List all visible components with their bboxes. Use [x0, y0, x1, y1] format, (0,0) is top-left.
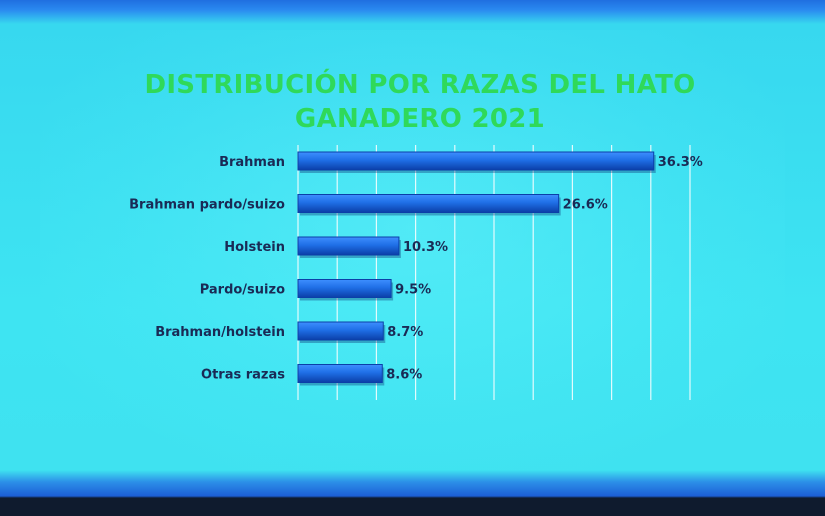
value-label: 8.7% — [387, 325, 423, 340]
bar-otras-razas — [297, 364, 383, 383]
gridlines — [297, 145, 691, 400]
value-label: 8.6% — [386, 368, 422, 383]
value-label: 9.5% — [395, 283, 431, 298]
chart-title-line-1: DISTRIBUCIÓN POR RAZAS DEL HATO — [144, 70, 696, 100]
category-label: Brahman pardo/suizo — [129, 198, 285, 213]
bar-brahman — [297, 151, 655, 171]
chart-title: DISTRIBUCIÓN POR RAZAS DEL HATO GANADERO… — [0, 68, 825, 136]
category-label: Otras razas — [201, 368, 285, 383]
bars: Brahman 36.3% Brahman pardo/suizo 26.6% Hols… — [129, 151, 703, 386]
value-label: 10.3% — [403, 240, 448, 255]
value-label: 26.6% — [563, 198, 608, 213]
category-label: Brahman — [219, 155, 285, 170]
bar-brahman-pardo-suizo — [297, 194, 560, 213]
category-label: Pardo/suizo — [200, 283, 285, 298]
chart-title-line-2: GANADERO 2021 — [294, 104, 546, 134]
category-label: Brahman/holstein — [155, 325, 285, 340]
bar-pardo-suizo — [297, 279, 392, 298]
category-label: Holstein — [224, 240, 285, 255]
value-label: 36.3% — [658, 155, 703, 170]
bar-brahman-holstein — [297, 321, 384, 341]
bar-holstein — [297, 236, 400, 256]
